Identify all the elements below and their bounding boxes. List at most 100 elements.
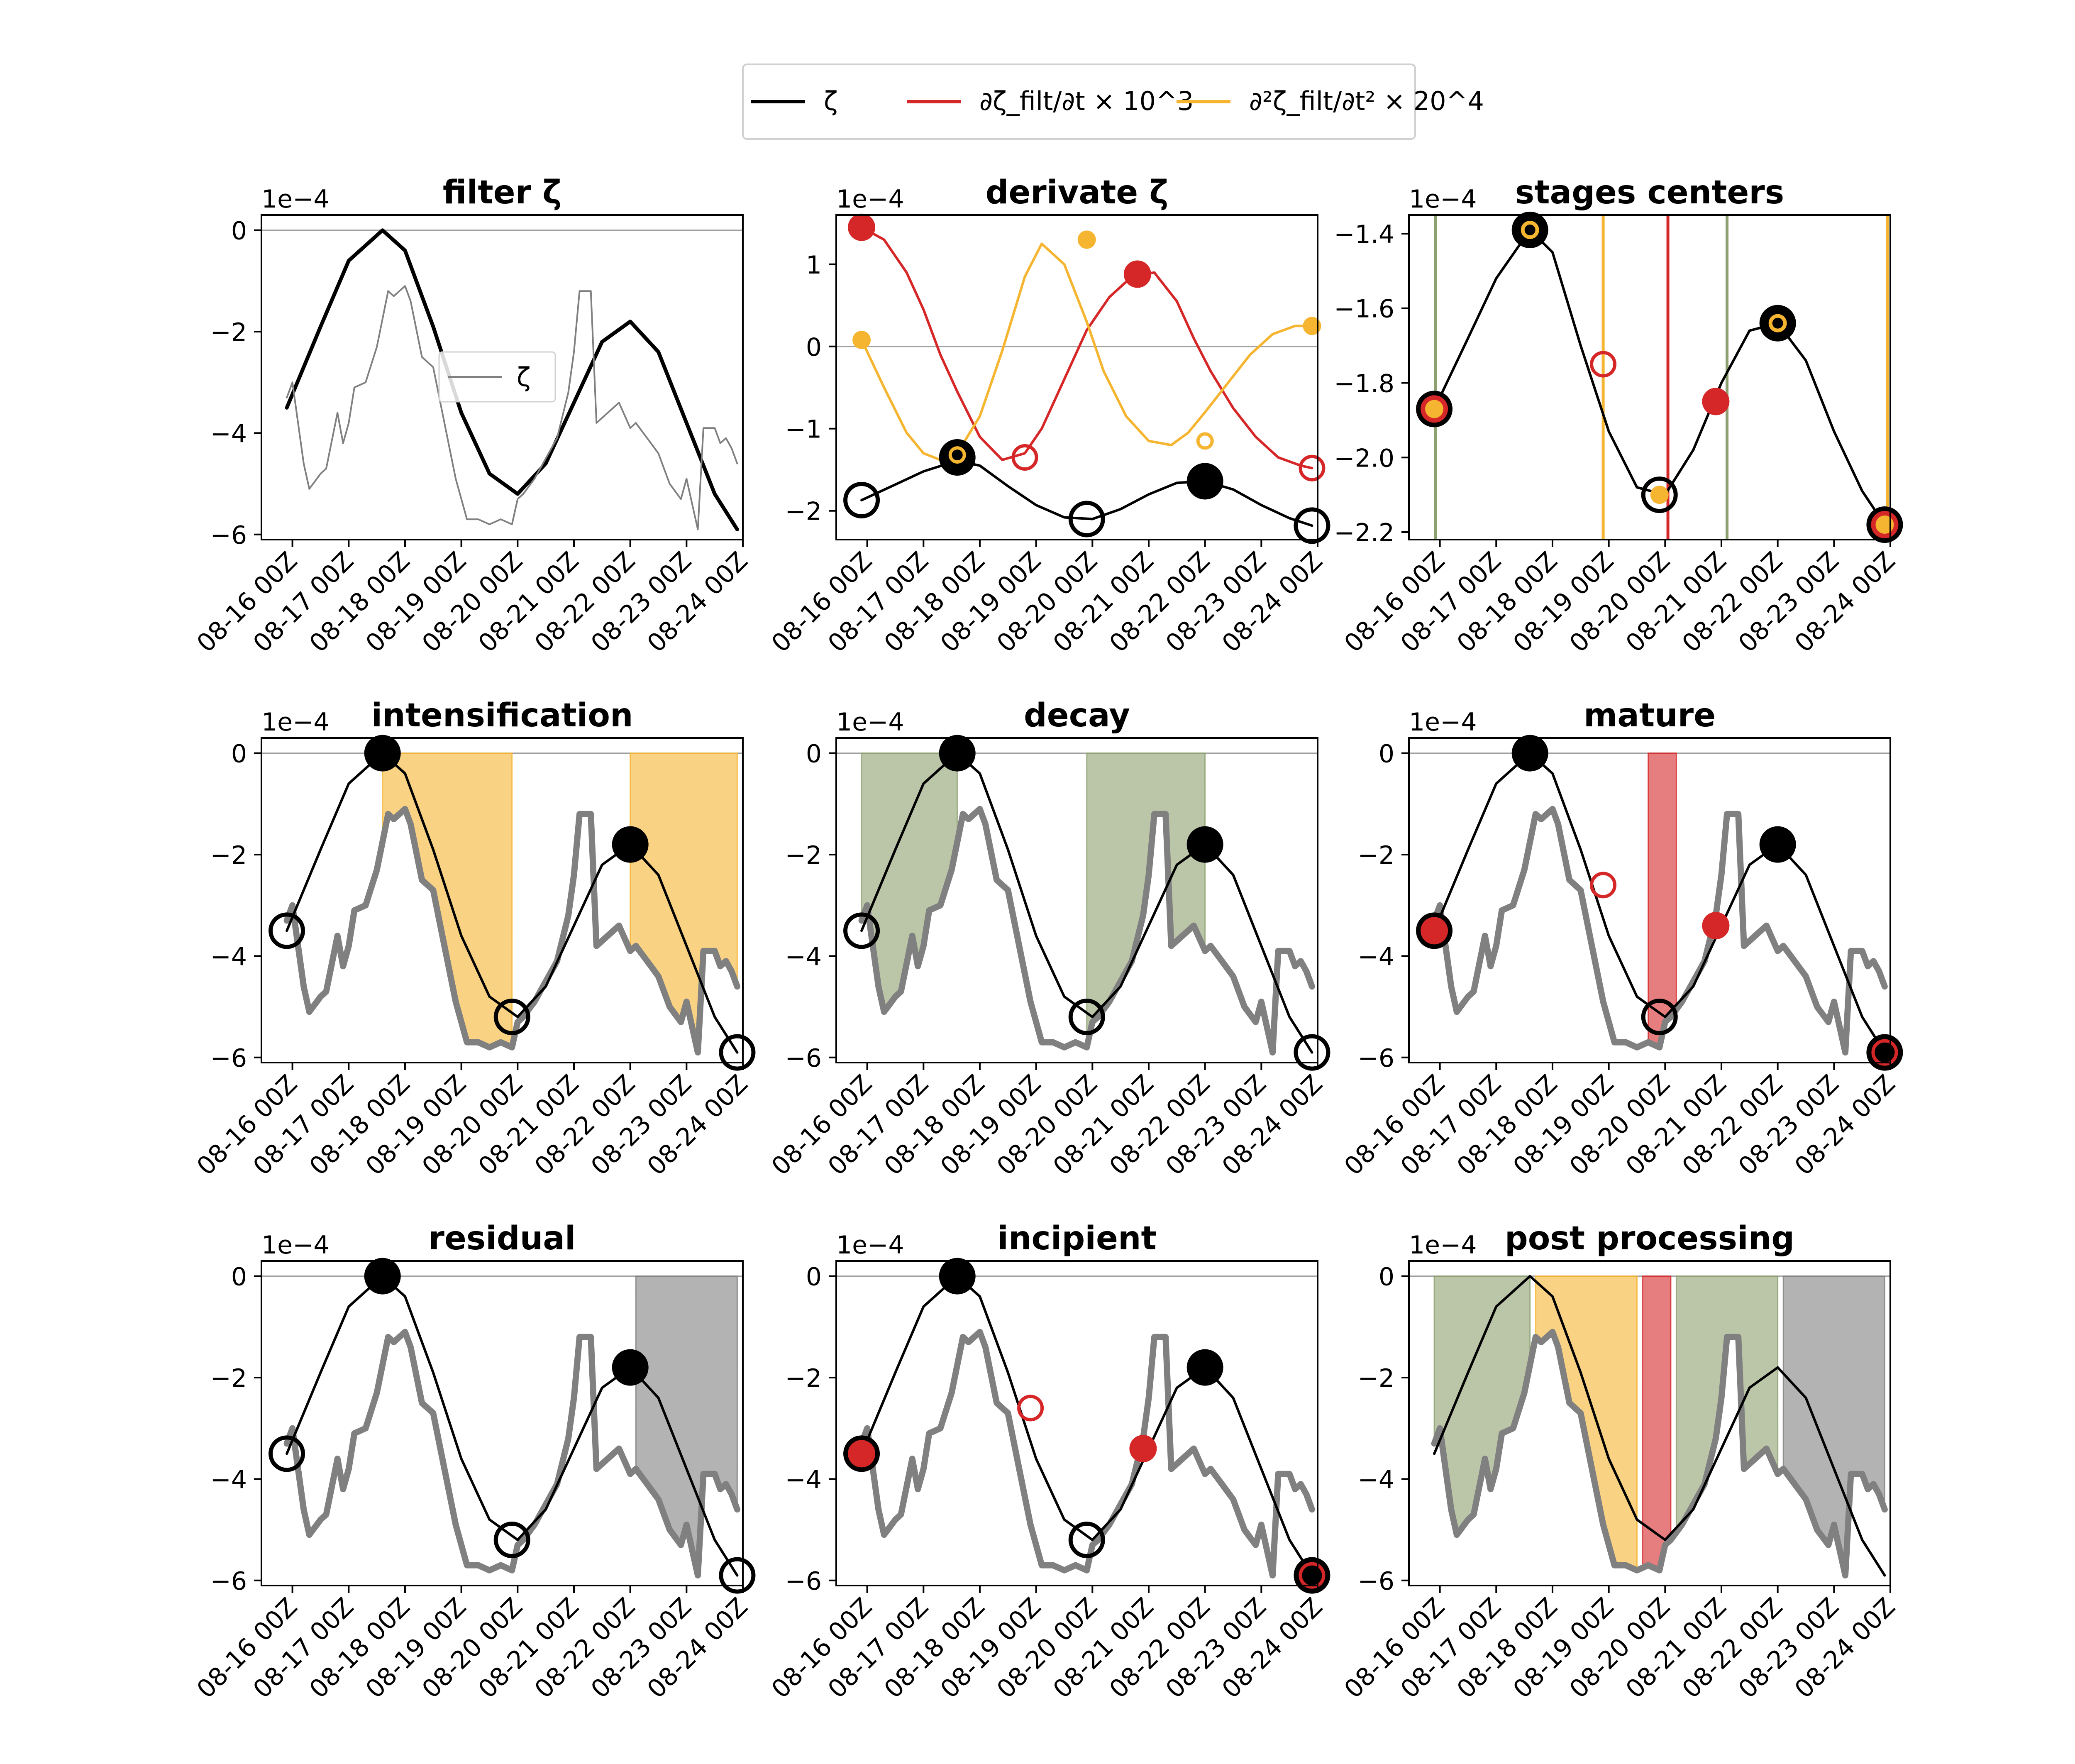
y-tick-label: −2 (210, 841, 247, 870)
marker-1 (848, 1440, 876, 1468)
marker-4 (1641, 999, 1678, 1036)
y-tick-label: 0 (231, 217, 247, 246)
y-tick-label: −4 (785, 942, 822, 971)
axes-frame (835, 737, 1318, 1063)
y-tick-label: −2 (1358, 1364, 1394, 1393)
marker-1 (939, 439, 976, 476)
raw-zeta-line (858, 1329, 1315, 1579)
raw-zeta-line (1431, 806, 1888, 1056)
marker-7 (1186, 463, 1223, 500)
y-tick-label: −1.6 (1334, 295, 1394, 324)
y-tick-label: −2 (785, 1364, 822, 1393)
marker-6 (1590, 351, 1617, 378)
legend-frame (742, 64, 1416, 140)
y-tick-label: 0 (806, 1263, 822, 1292)
axes-frame (261, 737, 744, 1063)
stage-fill-1 (1535, 1275, 1638, 1571)
subplot-title: stages centers (1515, 174, 1784, 211)
marker-6 (1068, 501, 1105, 538)
y-tick-label: −2 (785, 841, 822, 870)
y-tick-label: −6 (785, 1567, 822, 1596)
filtered-zeta-line (1433, 1275, 1886, 1577)
legend-entry-d2z: ∂²ζ_filt/∂t² × 20^4 (1177, 86, 1484, 116)
marker-1 (939, 735, 976, 772)
y-tick-label: 0 (231, 1263, 247, 1292)
subplot-title: decay (1024, 697, 1130, 734)
y-tick-label: 0 (231, 740, 247, 769)
marker-4 (1294, 1034, 1330, 1071)
plot-area (1409, 752, 1890, 1056)
y-tick-label: −6 (210, 1567, 247, 1596)
marker-5 (843, 481, 880, 518)
legend-entry-zeta: ζ (751, 86, 838, 116)
marker-0 (843, 912, 880, 949)
y-tick-label: 1 (806, 251, 822, 280)
y-offset-text: 1e−4 (261, 185, 330, 214)
marker-13 (1303, 317, 1321, 335)
marker-0 (848, 213, 876, 241)
y-offset-text: 1e−4 (836, 708, 904, 737)
y-tick-label: −1.4 (1334, 220, 1394, 249)
y-tick-label: −6 (1358, 1567, 1394, 1596)
y-offset-text: 1e−4 (836, 185, 904, 214)
marker-8 (1871, 1039, 1898, 1066)
y-tick-label: 0 (1379, 1263, 1394, 1292)
marker-3 (1123, 260, 1151, 288)
stage-fill-0 (382, 753, 513, 1048)
y-tick-label: −6 (785, 1044, 822, 1073)
y-offset-text: 1e−4 (1409, 708, 1477, 737)
y-tick-label: −2 (1358, 841, 1394, 870)
y-tick-label: −2.2 (1334, 518, 1394, 547)
y-tick-label: −6 (1358, 1044, 1394, 1073)
subplot-legend: ζ (438, 351, 556, 403)
marker-1 (1421, 917, 1448, 945)
marker-2 (1068, 999, 1105, 1036)
subplot-title: residual (428, 1220, 576, 1257)
marker-7 (1641, 476, 1678, 513)
marker-2 (1425, 400, 1444, 418)
subplot-title: mature (1584, 697, 1716, 734)
marker-2 (1511, 735, 1548, 772)
plot-area (261, 752, 743, 1056)
raw-zeta-line (1431, 1329, 1888, 1579)
figure-legend: ζ ∂ζ_filt/∂t × 10^3 ∂²ζ_filt/∂t² × 20^4 (742, 64, 1484, 140)
plot-area (261, 1275, 743, 1579)
legend-label: ζ (824, 86, 838, 116)
axes-frame (835, 214, 1318, 540)
marker-8 (1294, 507, 1330, 544)
marker-2 (1011, 444, 1038, 471)
y-tick-label: −4 (210, 419, 247, 448)
y-tick-label: 0 (806, 333, 822, 362)
subplot-title: derivate ζ (986, 174, 1169, 211)
marker-9 (1702, 388, 1730, 415)
y-tick-label: −4 (1358, 1465, 1394, 1494)
axes-frame (1408, 214, 1891, 540)
zeta-line (860, 459, 1313, 527)
marker-4 (719, 1034, 756, 1071)
raw-zeta-line (283, 806, 740, 1056)
marker-3 (612, 826, 649, 863)
marker-4 (719, 1557, 756, 1594)
marker-10 (948, 446, 966, 464)
subplot-title: filter ζ (443, 174, 561, 211)
axes-frame (261, 1260, 744, 1586)
y-tick-label: −4 (1358, 942, 1394, 971)
plot-area (1409, 1275, 1890, 1579)
axes-frame (835, 1260, 1318, 1586)
marker-3 (612, 1349, 649, 1386)
filtered-zeta-line (285, 228, 739, 532)
y-tick-label: −2.0 (1334, 444, 1394, 473)
marker-4 (1299, 454, 1326, 481)
y-tick-label: −2 (210, 318, 247, 347)
plot-area (836, 226, 1318, 527)
marker-11 (1077, 230, 1096, 249)
marker-12 (1196, 432, 1214, 450)
raw-zeta-line (283, 1329, 740, 1579)
axes-frame (1408, 737, 1891, 1063)
